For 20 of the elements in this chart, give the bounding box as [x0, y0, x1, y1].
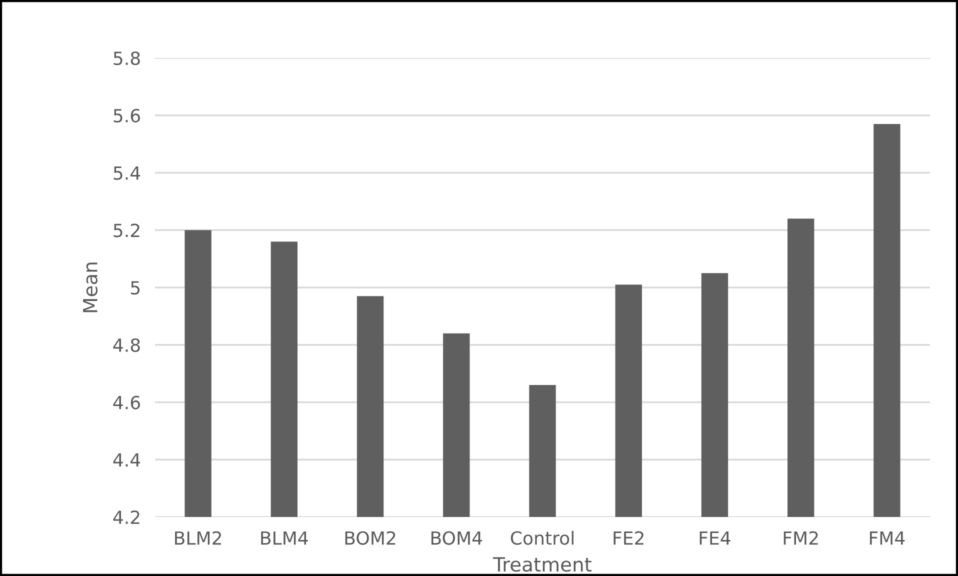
x-tick-label: FE2 [614, 531, 644, 545]
y-tick-label: 4.8 [113, 338, 140, 352]
x-axis-title: Treatment [492, 557, 592, 572]
y-tick-label: 5 [131, 281, 140, 295]
x-tick-label: FM2 [784, 531, 818, 545]
y-tick-label: 5.2 [114, 224, 140, 238]
x-tick-label: FE4 [700, 531, 730, 545]
y-tick-label: 5.6 [114, 108, 140, 122]
x-tick-label: BLM4 [261, 531, 308, 545]
x-tick-label: BLM2 [175, 531, 221, 545]
x-tick-label: Control [510, 530, 574, 545]
y-tick-label: 4.4 [113, 453, 140, 466]
x-tick-label: FM4 [870, 531, 905, 545]
y-axis-title: Mean [83, 262, 98, 312]
x-tick-label: BOM2 [345, 531, 396, 545]
y-tick-label: 4.2 [113, 510, 140, 524]
y-tick-label: 5.4 [114, 166, 140, 180]
x-tick-label: BOM4 [431, 531, 482, 545]
y-tick-label: 4.6 [113, 396, 140, 410]
y-tick-label: 5.8 [114, 51, 140, 66]
